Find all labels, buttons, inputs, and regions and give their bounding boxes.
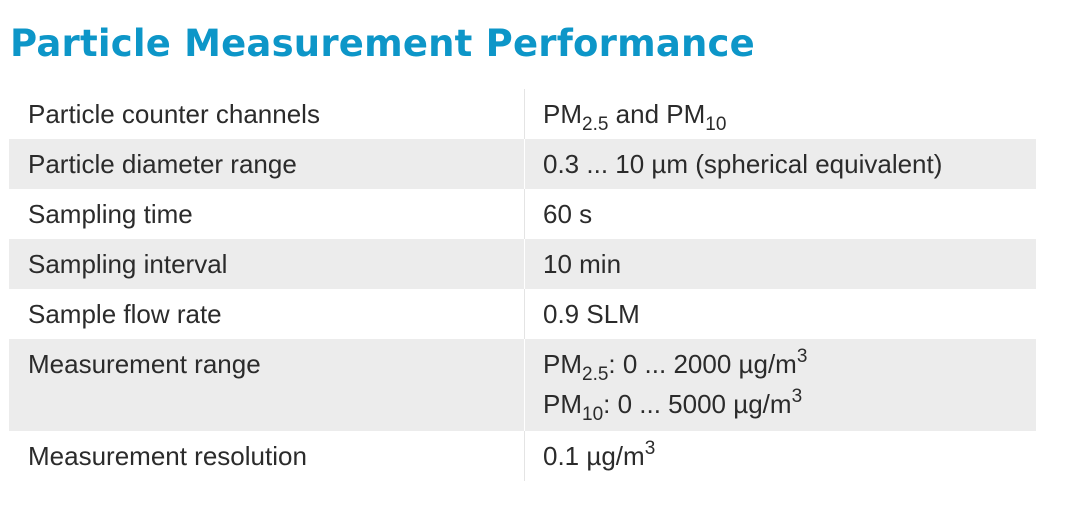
table-row: Particle diameter range 0.3 ... 10 µm (s… bbox=[9, 139, 1036, 189]
value-text: PM bbox=[543, 349, 582, 379]
row-label: Particle diameter range bbox=[28, 149, 297, 179]
row-value: PM2.5: 0 ... 2000 µg/m3 PM10: 0 ... 5000… bbox=[524, 339, 1036, 431]
value-superscript: 3 bbox=[644, 438, 656, 459]
value-subscript: 2.5 bbox=[582, 114, 609, 135]
value-text: : 0 ... 2000 µg/m bbox=[608, 349, 797, 379]
value-text: and PM bbox=[608, 99, 706, 129]
value-superscript: 3 bbox=[791, 386, 803, 407]
value-line: PM2.5: 0 ... 2000 µg/m3 bbox=[543, 344, 1036, 384]
row-value: 0.9 SLM bbox=[524, 289, 1036, 339]
row-value: 10 min bbox=[524, 239, 1036, 289]
value-subscript: 10 bbox=[582, 404, 604, 425]
table-row: Measurement resolution 0.1 µg/m3 bbox=[9, 431, 1036, 481]
value-text: 0.1 µg/m bbox=[543, 441, 645, 471]
value-superscript: 3 bbox=[796, 346, 808, 367]
value-text: PM bbox=[543, 99, 582, 129]
value-text: PM bbox=[543, 389, 582, 419]
row-value: PM2.5 and PM10 bbox=[524, 89, 1036, 139]
table-row: Measurement range PM2.5: 0 ... 2000 µg/m… bbox=[9, 339, 1036, 431]
row-label: Measurement resolution bbox=[28, 441, 307, 471]
page-title: Particle Measurement Performance bbox=[10, 22, 755, 65]
row-label: Sampling interval bbox=[28, 249, 228, 279]
table-row: Sampling interval 10 min bbox=[9, 239, 1036, 289]
value-line: PM10: 0 ... 5000 µg/m3 bbox=[543, 384, 1036, 424]
row-label: Sample flow rate bbox=[28, 299, 222, 329]
row-value: 60 s bbox=[524, 189, 1036, 239]
row-label: Measurement range bbox=[28, 349, 261, 379]
table-row: Sampling time 60 s bbox=[9, 189, 1036, 239]
row-label: Sampling time bbox=[28, 199, 193, 229]
row-value: 0.1 µg/m3 bbox=[524, 431, 1036, 481]
row-label: Particle counter channels bbox=[28, 99, 320, 129]
spec-table: Particle counter channels PM2.5 and PM10… bbox=[9, 89, 1036, 481]
table-row: Sample flow rate 0.9 SLM bbox=[9, 289, 1036, 339]
value-subscript: 2.5 bbox=[582, 364, 609, 385]
value-subscript: 10 bbox=[705, 114, 727, 135]
row-value: 0.3 ... 10 µm (spherical equivalent) bbox=[524, 139, 1036, 189]
table-row: Particle counter channels PM2.5 and PM10 bbox=[9, 89, 1036, 139]
value-text: : 0 ... 5000 µg/m bbox=[603, 389, 792, 419]
